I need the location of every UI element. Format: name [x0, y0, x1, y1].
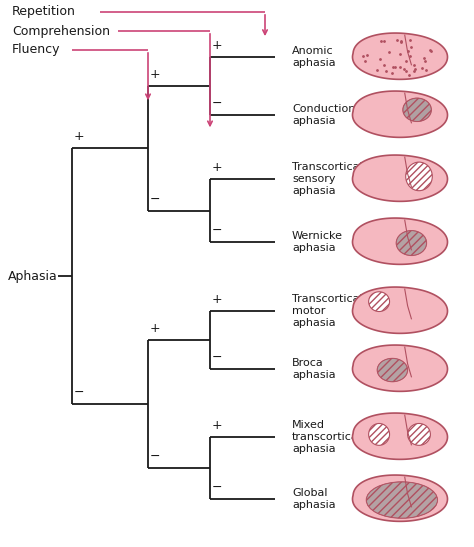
Ellipse shape — [369, 423, 390, 445]
Ellipse shape — [366, 482, 438, 518]
Text: +: + — [212, 161, 223, 174]
Text: Broca
aphasia: Broca aphasia — [292, 358, 336, 380]
Ellipse shape — [396, 230, 427, 255]
Polygon shape — [353, 33, 447, 79]
Text: Conduction
aphasia: Conduction aphasia — [292, 104, 356, 126]
Polygon shape — [353, 218, 447, 264]
Text: +: + — [74, 130, 85, 143]
Text: Transcortical
motor
aphasia: Transcortical motor aphasia — [292, 294, 363, 328]
Text: +: + — [150, 322, 161, 335]
Text: −: − — [150, 193, 161, 206]
Text: −: − — [150, 450, 161, 463]
Text: +: + — [212, 419, 223, 432]
Text: Comprehension: Comprehension — [12, 25, 110, 38]
Text: +: + — [212, 293, 223, 306]
Text: −: − — [212, 351, 222, 364]
Polygon shape — [353, 475, 447, 521]
Text: −: − — [212, 224, 222, 237]
Text: Global
aphasia: Global aphasia — [292, 488, 336, 510]
Text: −: − — [212, 97, 222, 110]
Ellipse shape — [369, 292, 390, 312]
Polygon shape — [353, 413, 447, 459]
Text: Anomic
aphasia: Anomic aphasia — [292, 46, 336, 68]
Ellipse shape — [403, 98, 431, 121]
Text: Repetition: Repetition — [12, 5, 76, 19]
Text: −: − — [74, 386, 84, 399]
Text: −: − — [212, 481, 222, 494]
Polygon shape — [353, 91, 447, 137]
Text: Aphasia: Aphasia — [8, 270, 58, 283]
Polygon shape — [353, 287, 447, 333]
Ellipse shape — [377, 358, 408, 382]
Text: Transcortical
sensory
aphasia: Transcortical sensory aphasia — [292, 162, 363, 196]
Ellipse shape — [406, 162, 432, 191]
Text: Mixed
transcortical
aphasia: Mixed transcortical aphasia — [292, 420, 362, 454]
Polygon shape — [353, 345, 447, 391]
Text: +: + — [150, 68, 161, 81]
Text: Wernicke
aphasia: Wernicke aphasia — [292, 231, 343, 253]
Polygon shape — [353, 155, 447, 201]
Text: Fluency: Fluency — [12, 44, 61, 56]
Text: +: + — [212, 39, 223, 52]
Ellipse shape — [408, 423, 430, 445]
